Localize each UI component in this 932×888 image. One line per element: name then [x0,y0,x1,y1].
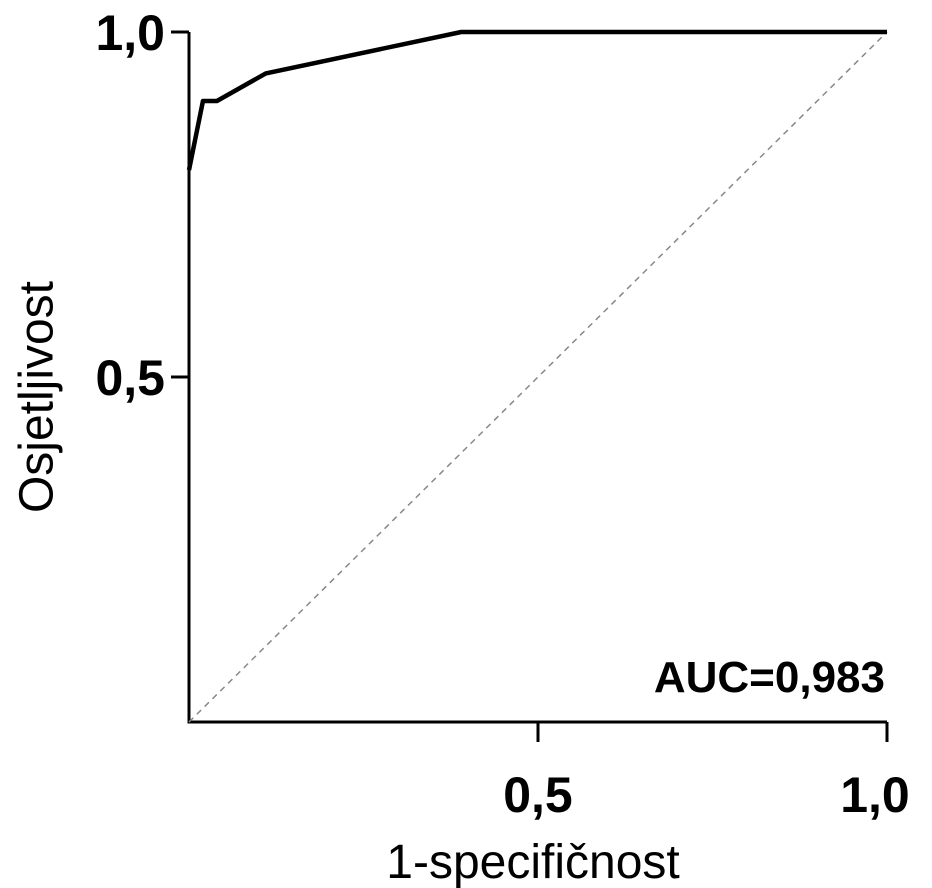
roc-curve [186,29,887,171]
x-axis-title: 1-specifičnost [386,836,679,888]
reference-diagonal-line [188,31,888,723]
y-tick-label: 0,5 [95,350,165,406]
y-axis-title: Osjetljivost [11,281,64,513]
x-tick-label: 0,5 [503,767,573,823]
axes [171,30,889,742]
x-tick-label: 1,0 [840,767,910,823]
y-tick-label: 1,0 [95,5,165,61]
auc-annotation: AUC=0,983 [654,653,885,702]
